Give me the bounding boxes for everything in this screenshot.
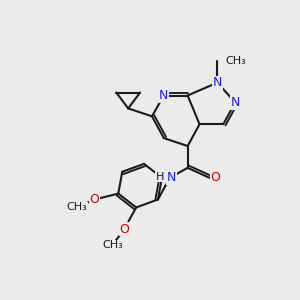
Text: O: O [90,193,100,206]
Text: CH₃: CH₃ [66,202,87,212]
Text: N: N [159,89,169,102]
Text: N: N [230,96,240,109]
Text: CH₃: CH₃ [225,56,246,66]
Text: N: N [213,76,222,89]
Text: O: O [119,223,129,236]
Text: H: H [156,172,164,182]
Text: CH₃: CH₃ [102,240,123,250]
Text: N: N [167,171,176,184]
Text: O: O [211,171,220,184]
